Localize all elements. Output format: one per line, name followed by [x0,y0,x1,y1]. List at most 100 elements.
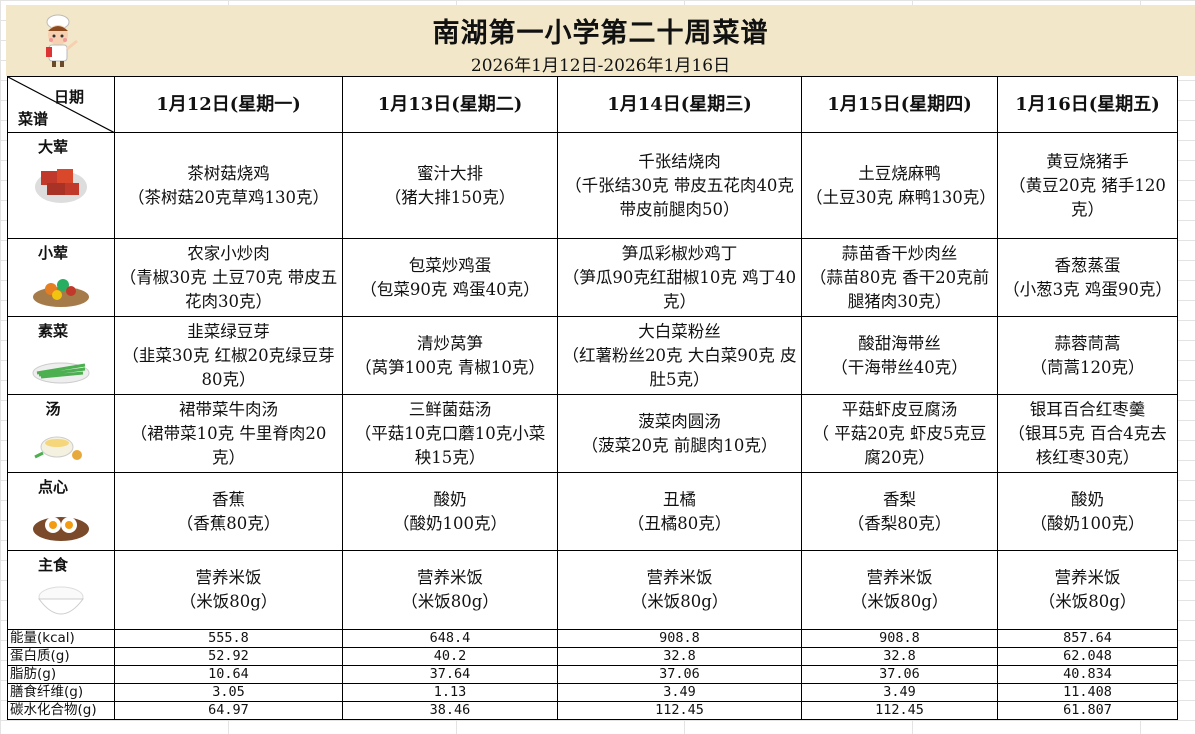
menu-row: 小荤 农家小炒肉 （青椒30克 土豆70克 带皮五花肉30克） 包菜炒鸡蛋 （包菜90克… [7,238,1178,317]
dish-ingredients: （包菜90克 鸡蛋40克） [360,279,540,299]
nutrient-value: 32.8 [801,647,998,666]
diagonal-line [8,77,114,132]
dish-cell: 蒜苗香干炒肉丝 （蒜苗80克 香干20克前腿猪肉30克） [801,238,998,317]
category-label: 主食 [37,556,68,574]
menu-row: 点心 香蕉 （香蕉80克） 酸奶 （酸奶100克） 丑橘 （丑橘80克） 香梨 （香梨80克） 酸… [7,472,1178,551]
dish-cell: 菠菜肉圆汤 （菠菜20克 前腿肉10克） [557,394,802,473]
dish-cell: 包菜炒鸡蛋 （包菜90克 鸡蛋40克） [342,238,558,317]
dish-cell: 蒜蓉茼蒿 （茼蒿120克） [997,316,1178,395]
day-header: 1月14日(星期三) [557,76,802,133]
dish-ingredients: （青椒30克 土豆70克 带皮五花肉30克） [119,267,338,311]
date-range: 2026年1月12日-2026年1月16日 [470,56,731,76]
dish-cell: 香蕉 （香蕉80克） [114,472,343,551]
dish-ingredients: （裙带菜10克 牛里脊肉20克） [130,423,327,467]
nutrient-value: 555.8 [114,629,343,648]
dish-ingredients: （茼蒿120克） [1030,357,1145,377]
nutrient-label: 脂肪(g) [7,665,115,684]
dish-cell: 黄豆烧猪手 （黄豆20克 猪手120克） [997,132,1178,239]
dish-name: 酸奶 [433,489,467,509]
menu-row: 汤 裙带菜牛肉汤 （裙带菜10克 牛里脊肉20克） 三鲜菌菇汤 （平菇10克口蘑10克小… [7,394,1178,473]
dish-cell: 韭菜绿豆芽 （韭菜30克 红椒20克绿豆芽80克） [114,316,343,395]
dish-ingredients: （米饭80g） [1038,592,1137,611]
dish-ingredients: （莴笋100克 青椒10克） [355,357,545,377]
dish-name: 香蕉 [212,489,245,509]
dish-ingredients: （千张结30克 带皮五花肉40克 带皮前腿肉50） [565,175,794,219]
dish-name: 蒜苗香干炒肉丝 [841,243,958,263]
nutrient-value: 40.834 [997,665,1178,684]
dish-cell: 千张结烧肉 （千张结30克 带皮五花肉40克 带皮前腿肉50） [557,132,802,239]
corner-cell: 日期 菜谱 [7,76,115,133]
dish-name: 包菜炒鸡蛋 [408,255,492,275]
header-row: 日期 菜谱 1月12日(星期一) 1月13日(星期二) 1月14日(星期三) 1… [7,76,1178,133]
dish-name: 三鲜菌菇汤 [408,399,492,419]
category-label: 素菜 [37,322,68,340]
braised-pork-icon [35,169,87,203]
dish-cell: 平菇虾皮豆腐汤 （ 平菇20克 虾皮5克豆腐20克） [801,394,998,473]
nutrient-value: 10.64 [114,665,343,684]
nutrient-label: 膳食纤维(g) [7,683,115,702]
dish-name: 营养米饭 [417,568,483,587]
nutrient-value: 112.45 [557,701,802,720]
chef-mascot-icon [46,14,78,67]
category-cell: 主食 [7,550,115,630]
nutrient-value: 52.92 [114,647,343,666]
dish-cell: 营养米饭 （米饭80g） [114,550,343,630]
category-cell: 素菜 [7,316,115,395]
nutrient-value: 908.8 [801,629,998,648]
menu-label: 菜谱 [18,110,49,128]
nutrient-value: 648.4 [342,629,558,648]
dish-cell: 香梨 （香梨80克） [801,472,998,551]
nutrient-value: 112.45 [801,701,998,720]
nutrient-value: 32.8 [557,647,802,666]
dish-name: 韭菜绿豆芽 [187,321,270,341]
menu-row: 素菜 韭菜绿豆芽 （韭菜30克 红椒20克绿豆芽80克） 清炒莴笋 （莴笋100克 青椒… [7,316,1178,395]
dish-ingredients: （笋瓜90克红甜椒10克 鸡丁40克） [562,267,797,311]
dish-cell: 土豆烧麻鸭 （土豆30克 麻鸭130克） [801,132,998,239]
dish-ingredients: （干海带丝40克） [831,357,968,377]
nutrient-value: 1.13 [342,683,558,702]
nutrition-row: 蛋白质(g) 52.92 40.2 32.8 32.8 62.048 [7,647,1178,666]
dish-cell: 三鲜菌菇汤 （平菇10克口蘑10克小菜秧15克） [342,394,558,473]
dish-cell: 营养米饭 （米饭80g） [997,550,1178,630]
dish-cell: 裙带菜牛肉汤 （裙带菜10克 牛里脊肉20克） [114,394,343,473]
dish-cell: 茶树菇烧鸡 （茶树菇20克草鸡130克） [114,132,343,239]
dish-cell: 营养米饭 （米饭80g） [557,550,802,630]
dish-name: 清炒莴笋 [417,333,483,353]
page-title: 南湖第一小学第二十周菜谱 [432,18,769,49]
nutrient-value: 62.048 [997,647,1178,666]
nutrient-value: 61.807 [997,701,1178,720]
dish-name: 香葱蒸蛋 [1054,255,1121,275]
dish-name: 农家小炒肉 [187,243,270,263]
dish-cell: 酸奶 （酸奶100克） [342,472,558,551]
day-header: 1月16日(星期五) [997,76,1178,133]
rice-bowl-icon [38,586,84,615]
dish-ingredients: （酸奶100克） [393,513,507,533]
dish-ingredients: （香梨80克） [847,513,952,533]
dish-ingredients: （米饭80g） [850,592,949,611]
dish-name: 土豆烧麻鸭 [858,163,941,183]
dish-cell: 香葱蒸蛋 （小葱3克 鸡蛋90克） [997,238,1178,317]
nutrition-row: 膳食纤维(g) 3.05 1.13 3.49 3.49 11.408 [7,683,1178,702]
dish-cell: 营养米饭 （米饭80g） [801,550,998,630]
dish-name: 菠菜肉圆汤 [638,411,721,431]
nutrient-value: 3.05 [114,683,343,702]
dish-ingredients: （香蕉80克） [176,513,281,533]
nutrient-value: 38.46 [342,701,558,720]
dish-name: 营养米饭 [1054,568,1121,587]
title-banner: 南湖第一小学第二十周菜谱 2026年1月12日-2026年1月16日 [6,5,1195,76]
dish-ingredients: （猪大排150克） [384,187,516,207]
dish-ingredients: （土豆30克 麻鸭130克） [806,187,996,207]
dish-name: 蒜蓉茼蒿 [1054,333,1121,353]
dish-cell: 营养米饭 （米饭80g） [342,550,558,630]
dish-ingredients: （酸奶100克） [1030,513,1145,533]
dish-ingredients: （米饭80g） [179,592,278,611]
dish-cell: 酸甜海带丝 （干海带丝40克） [801,316,998,395]
dish-cell: 大白菜粉丝 （红薯粉丝20克 大白菜90克 皮肚5克） [557,316,802,395]
category-label: 大荤 [37,138,68,156]
nutrient-value: 37.64 [342,665,558,684]
dish-name: 酸奶 [1071,489,1104,509]
dish-name: 银耳百合红枣羹 [1029,399,1146,419]
dish-name: 酸甜海带丝 [858,333,941,353]
nutrient-value: 857.64 [997,629,1178,648]
dish-cell: 笋瓜彩椒炒鸡丁 （笋瓜90克红甜椒10克 鸡丁40克） [557,238,802,317]
